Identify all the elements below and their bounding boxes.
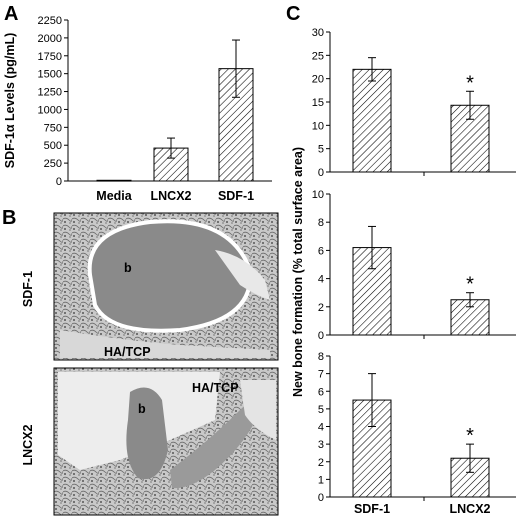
y-tick-label: 1	[318, 474, 324, 486]
y-tick-label: 6	[318, 245, 324, 257]
y-tick-label: 6	[318, 386, 324, 398]
panel-c-ylabel: New bone formation (% total surface area…	[291, 147, 305, 397]
y-tick-label: 15	[312, 97, 324, 109]
y-tick-label: 2	[318, 457, 324, 469]
y-tick-label: 4	[318, 274, 324, 286]
chart-c1: 0 5 10 15 20 25 30 *	[312, 27, 516, 179]
category-label: Media	[96, 189, 132, 203]
panel-b-letter: B	[2, 207, 16, 229]
panel-b-row-label-lncx2: LNCX2	[21, 424, 35, 465]
y-tick-label: 250	[44, 158, 62, 170]
category-label: SDF-1	[354, 502, 390, 516]
y-tick-label: 2	[318, 302, 324, 314]
significance-star: *	[466, 72, 474, 94]
y-tick-label: 1000	[38, 104, 62, 116]
y-tick-label: 2000	[38, 33, 62, 45]
y-axis-title: SDF-1α Levels (pg/mL)	[3, 33, 17, 168]
panel-a-letter: A	[4, 3, 18, 25]
y-tick-label: 0	[318, 167, 324, 179]
chart-c2: 0 2 4 6 8 10 *	[312, 189, 516, 342]
micrograph-sdf1-hatcp-label: HA/TCP	[104, 345, 151, 359]
y-tick-label: 5	[318, 404, 324, 416]
y-tick-label: 0	[56, 176, 62, 188]
panel-c-letter: C	[286, 3, 300, 25]
significance-star: *	[466, 425, 474, 447]
y-tick-label: 2250	[38, 15, 62, 27]
panel-b-row-label-sdf1: SDF-1	[21, 271, 35, 307]
y-tick-label: 1250	[38, 87, 62, 99]
y-tick-label: 1500	[38, 69, 62, 81]
y-tick-label: 0	[318, 492, 324, 504]
y-tick-label: 8	[318, 351, 324, 363]
y-tick-label: 1750	[38, 51, 62, 63]
micrograph-sdf1-bone-label: b	[124, 261, 132, 275]
micrograph-lncx2: HA/TCP b	[53, 367, 279, 516]
category-label: SDF-1	[218, 189, 254, 203]
y-tick-label: 30	[312, 27, 324, 39]
micrograph-lncx2-hatcp-label: HA/TCP	[192, 381, 239, 395]
y-tick-label: 4	[318, 422, 324, 434]
significance-star: *	[466, 274, 474, 296]
chart-c3: 0 1 2 3 4 5 6 7 8 SDF-1 * LNCX2	[318, 351, 516, 516]
y-tick-label: 10	[312, 189, 324, 201]
y-tick-label: 8	[318, 217, 324, 229]
y-tick-label: 3	[318, 439, 324, 451]
micrograph-sdf1: b HA/TCP	[53, 212, 279, 361]
bar-media	[96, 179, 132, 182]
y-tick-label: 750	[44, 122, 62, 134]
y-tick-label: 20	[312, 74, 324, 86]
y-tick-label: 25	[312, 50, 324, 62]
chart-a: 0 250 500 750 1000 1250 1500 1750 2000 2250 Media L…	[3, 15, 272, 203]
y-tick-label: 10	[312, 120, 324, 132]
micrograph-lncx2-bone-label: b	[138, 402, 146, 416]
y-tick-label: 0	[318, 330, 324, 342]
bar-sdf-1	[352, 68, 392, 173]
y-tick-label: 7	[318, 369, 324, 381]
category-label: LNCX2	[450, 502, 491, 516]
category-label: LNCX2	[151, 189, 192, 203]
y-tick-label: 5	[318, 144, 324, 156]
y-tick-label: 500	[44, 140, 62, 152]
